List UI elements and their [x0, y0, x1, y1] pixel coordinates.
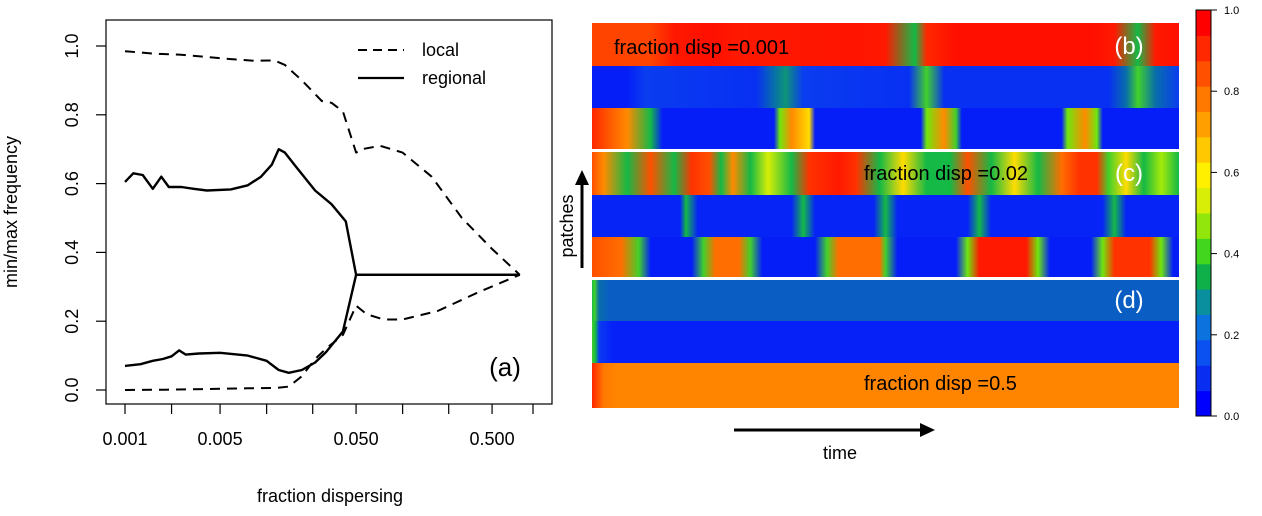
patches-arrow-head [575, 170, 589, 185]
heatmap-annotations: fraction disp =0.001 (b) fraction disp =… [614, 33, 1144, 395]
annotation-b: fraction disp =0.001 [614, 37, 789, 59]
heatmap-row [592, 152, 1179, 195]
plot-frame [105, 19, 553, 405]
colorbar-level [1196, 187, 1211, 214]
colorbar-level [1196, 86, 1211, 112]
patches-axis: patches [557, 170, 589, 268]
heatmap-row [592, 321, 1179, 363]
colorbar-tick-label: 0.0 [1224, 411, 1239, 423]
heatmap-row [592, 363, 1179, 408]
x-tick-label: 0.500 [470, 429, 515, 449]
colorbar-level [1196, 213, 1211, 239]
y-tick-label: 1.0 [62, 33, 82, 58]
panel-label-a: (a) [489, 352, 521, 382]
heatmap-row [592, 195, 1179, 237]
legend-label-regional: regional [422, 68, 486, 88]
colorbar-level [1196, 289, 1211, 315]
panel-label-b: (b) [1114, 33, 1143, 60]
colorbar-level [1196, 60, 1211, 87]
y-axis: 0.0 0.2 0.4 0.6 0.8 1.0 [62, 33, 106, 403]
colorbar-level [1196, 339, 1211, 366]
panel-label-c: (c) [1115, 160, 1143, 187]
annotation-d: fraction disp =0.5 [864, 373, 1017, 395]
x-tick-label: 0.001 [102, 429, 147, 449]
x-tick-label: 0.005 [198, 429, 243, 449]
legend-label-local: local [422, 40, 459, 60]
colorbar-level [1196, 111, 1211, 138]
heatmap-row [592, 66, 1179, 108]
colorbar-tick-label: 0.2 [1224, 330, 1239, 342]
time-arrow-head [920, 423, 935, 437]
series-line-regional-max [124, 148, 520, 276]
x-axis-label: fraction dispersing [257, 486, 403, 506]
heatmap-row [592, 280, 1179, 321]
heatmap-row [592, 237, 1179, 278]
colorbar: 0.0 0.2 0.4 0.6 0.8 1.0 [1195, 5, 1239, 423]
series-line-local-min [124, 273, 521, 391]
heatmap-panels [592, 23, 1179, 408]
colorbar-level [1196, 35, 1211, 62]
panel-label-d: (d) [1114, 287, 1143, 314]
colorbar-tick-label: 0.4 [1224, 249, 1239, 261]
colorbar-level [1196, 162, 1211, 189]
annotation-c: fraction disp =0.02 [864, 163, 1028, 185]
y-tick-label: 0.6 [62, 171, 82, 196]
colorbar-level [1196, 263, 1211, 290]
colorbar-tick-label: 0.6 [1224, 167, 1239, 179]
heatmap-row [592, 108, 1179, 150]
patches-label: patches [557, 194, 577, 257]
colorbar-level [1196, 314, 1211, 341]
colorbar-level [1196, 238, 1211, 265]
colorbar-level [1196, 365, 1211, 392]
colorbar-tick-label: 0.8 [1224, 86, 1239, 98]
y-tick-label: 0.8 [62, 102, 82, 127]
y-tick-label: 0.2 [62, 309, 82, 334]
series-line-local-max [124, 50, 521, 276]
line-chart-panel: 0.001 0.005 0.050 0.500 0.00.20.40.60.81.0 … [1, 19, 553, 506]
series-line-regional-min [124, 273, 520, 374]
time-label: time [823, 443, 857, 463]
line-series [124, 50, 521, 391]
colorbar-level [1196, 10, 1211, 36]
x-tick-label: 0.050 [334, 429, 379, 449]
colorbar-level [1196, 136, 1211, 163]
colorbar-tick-label: 1.0 [1224, 5, 1239, 17]
legend: local regional [358, 40, 486, 88]
heatmap-row [592, 23, 1179, 67]
x-axis: 0.001 0.005 0.050 0.500 [102, 404, 534, 449]
colorbar-frame [1195, 9, 1212, 417]
colorbar-level [1196, 390, 1211, 417]
y-tick-label: 0.4 [62, 240, 82, 265]
y-tick-label: 0.0 [62, 377, 82, 402]
y-axis-label: min/max frequency [1, 136, 21, 288]
time-axis: time [734, 423, 935, 463]
